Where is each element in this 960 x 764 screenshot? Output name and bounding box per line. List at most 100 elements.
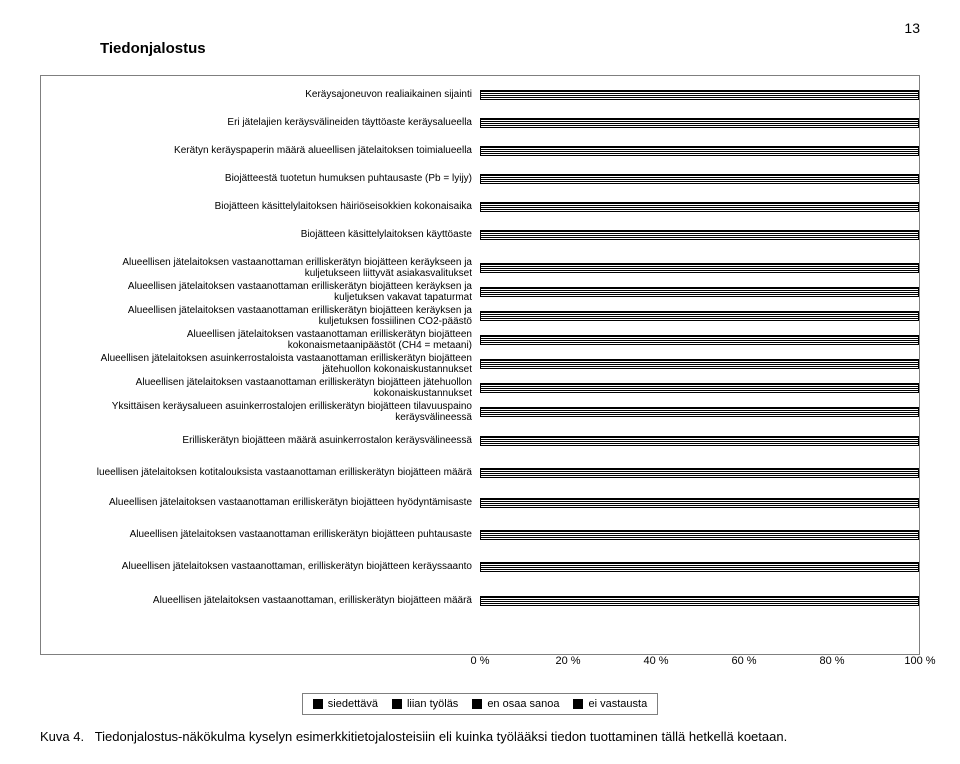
row-label: lueellisen jätelaitoksen kotitalouksista… [37, 467, 476, 479]
legend-swatch [472, 699, 482, 709]
bar [480, 335, 919, 345]
chart-area: Keräysajoneuvon realiaikainen sijainti Er… [40, 75, 920, 715]
bar [480, 230, 919, 240]
row-label: Biojätteen käsittelylaitoksen häiriöseis… [37, 201, 476, 213]
bar [480, 118, 919, 128]
x-tick: 20 % [555, 655, 580, 667]
bar-track [480, 88, 919, 102]
bar-track [480, 376, 919, 400]
chart-row: Alueellisen jätelaitoksen vastaanottaman… [41, 304, 919, 328]
row-label: Biojätteestä tuotetun humuksen puhtausas… [37, 173, 476, 185]
x-tick: 40 % [643, 655, 668, 667]
bar [480, 359, 919, 369]
legend-label: liian työläs [407, 698, 458, 710]
chart-row: lueellisen jätelaitoksen kotitalouksista… [41, 466, 919, 480]
chart-row: Alueellisen jätelaitoksen vastaanottaman… [41, 328, 919, 352]
row-label: Erilliskerätyn biojätteen määrä asuinker… [37, 435, 476, 447]
bar [480, 90, 919, 100]
bar [480, 311, 919, 321]
bar [480, 146, 919, 156]
row-label: Alueellisen jätelaitoksen vastaanottaman… [37, 497, 476, 509]
row-label: Alueellisen jätelaitoksen vastaanottaman… [37, 529, 476, 541]
chart-row: Alueellisen jätelaitoksen vastaanottaman… [41, 280, 919, 304]
bar-track [480, 434, 919, 448]
bar-track [480, 594, 919, 608]
page-number: 13 [40, 20, 920, 36]
bar-track [480, 400, 919, 424]
row-label: Biojätteen käsittelylaitoksen käyttöaste [37, 229, 476, 241]
chart-row: Kerätyn keräyspaperin määrä alueellisen … [41, 144, 919, 158]
row-label: Alueellisen jätelaitoksen vastaanottaman… [37, 305, 476, 328]
bar-track [480, 228, 919, 242]
bar-track [480, 560, 919, 574]
legend-swatch [573, 699, 583, 709]
bar-track [480, 496, 919, 510]
bar-track [480, 256, 919, 280]
plot-frame: Keräysajoneuvon realiaikainen sijainti Er… [40, 75, 920, 655]
x-tick: 0 % [471, 655, 490, 667]
row-label: Alueellisen jätelaitoksen asuinkerrostal… [37, 353, 476, 376]
chart-row: Alueellisen jätelaitoksen asuinkerrostal… [41, 352, 919, 376]
legend-item: en osaa sanoa [472, 698, 559, 710]
chart-row: Biojätteestä tuotetun humuksen puhtausas… [41, 172, 919, 186]
bar-track [480, 352, 919, 376]
bar-track [480, 304, 919, 328]
bar [480, 562, 919, 572]
bar-track [480, 328, 919, 352]
legend-item: liian työläs [392, 698, 458, 710]
bar [480, 202, 919, 212]
legend-label: en osaa sanoa [487, 698, 559, 710]
row-label: Alueellisen jätelaitoksen vastaanottaman… [37, 257, 476, 280]
chart-row: Alueellisen jätelaitoksen vastaanottaman… [41, 560, 919, 574]
legend-label: ei vastausta [588, 698, 647, 710]
bar [480, 530, 919, 540]
chart-row: Alueellisen jätelaitoksen vastaanottaman… [41, 496, 919, 510]
chart-row: Eri jätelajien keräysvälineiden täyttöas… [41, 116, 919, 130]
chart-row: Alueellisen jätelaitoksen vastaanottaman… [41, 376, 919, 400]
legend: siedettävä liian työläs en osaa sanoa ei va… [302, 693, 658, 715]
x-tick: 60 % [731, 655, 756, 667]
legend-swatch [392, 699, 402, 709]
bar-track [480, 200, 919, 214]
chart-row: Biojätteen käsittelylaitoksen häiriöseis… [41, 200, 919, 214]
legend-label: siedettävä [328, 698, 378, 710]
chart-row: Alueellisen jätelaitoksen vastaanottaman… [41, 256, 919, 280]
bar-track [480, 528, 919, 542]
figure-caption: Kuva 4. Tiedonjalostus-näkökulma kyselyn… [40, 729, 920, 744]
row-label: Yksittäisen keräysalueen asuinkerrostalo… [37, 401, 476, 424]
chart-row: Alueellisen jätelaitoksen vastaanottaman… [41, 594, 919, 608]
row-label: Keräysajoneuvon realiaikainen sijainti [37, 89, 476, 101]
row-label: Alueellisen jätelaitoksen vastaanottaman… [37, 377, 476, 400]
bar [480, 596, 919, 606]
bar [480, 407, 919, 417]
row-label: Alueellisen jätelaitoksen vastaanottaman… [37, 329, 476, 352]
x-axis: 0 %20 %40 %60 %80 %100 % [480, 655, 920, 675]
chart-title: Tiedonjalostus [100, 40, 920, 57]
row-label: Alueellisen jätelaitoksen vastaanottaman… [37, 281, 476, 304]
chart-row: Yksittäisen keräysalueen asuinkerrostalo… [41, 400, 919, 424]
bar [480, 263, 919, 273]
row-label: Alueellisen jätelaitoksen vastaanottaman… [37, 595, 476, 607]
bar [480, 287, 919, 297]
bar-track [480, 172, 919, 186]
row-label: Kerätyn keräyspaperin määrä alueellisen … [37, 145, 476, 157]
caption-text: Tiedonjalostus-näkökulma kyselyn esimerk… [95, 729, 788, 744]
bar [480, 468, 919, 478]
bar-track [480, 116, 919, 130]
bar [480, 383, 919, 393]
bar [480, 174, 919, 184]
chart-row: Biojätteen käsittelylaitoksen käyttöaste [41, 228, 919, 242]
row-label: Eri jätelajien keräysvälineiden täyttöas… [37, 117, 476, 129]
bar [480, 498, 919, 508]
chart-row: Erilliskerätyn biojätteen määrä asuinker… [41, 434, 919, 448]
bar-track [480, 280, 919, 304]
x-tick: 100 % [904, 655, 935, 667]
bar-track [480, 466, 919, 480]
chart-row: Alueellisen jätelaitoksen vastaanottaman… [41, 528, 919, 542]
legend-swatch [313, 699, 323, 709]
legend-item: ei vastausta [573, 698, 647, 710]
bar-track [480, 144, 919, 158]
x-tick: 80 % [819, 655, 844, 667]
bar [480, 436, 919, 446]
chart-row: Keräysajoneuvon realiaikainen sijainti [41, 88, 919, 102]
